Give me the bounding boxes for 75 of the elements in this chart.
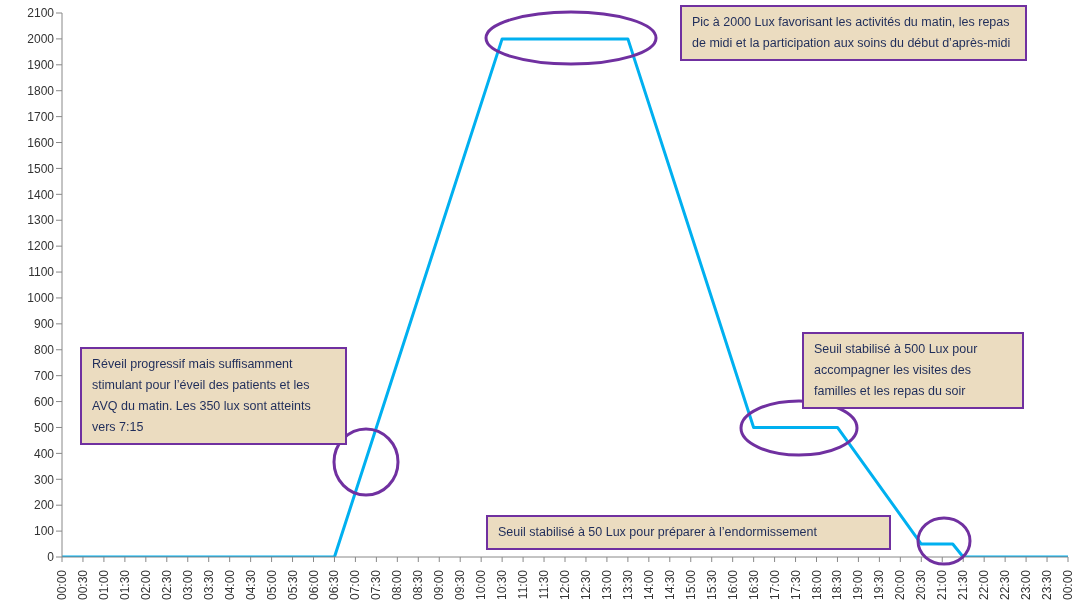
x-tick-label: 05:30 [285, 569, 300, 601]
x-tick-label: 12:30 [578, 569, 593, 601]
x-tick-label: 19:30 [872, 569, 887, 601]
y-tick-label: 100 [33, 524, 55, 539]
x-tick-label: 08:30 [411, 569, 426, 601]
y-tick-label: 1400 [27, 187, 55, 202]
note-box: Seuil stabilisé à 50 Lux pour préparer à l’endormissement [486, 515, 891, 550]
x-tick-label: 00:30 [75, 569, 90, 601]
x-tick-label: 02:30 [159, 569, 174, 601]
x-tick-label: 10:30 [495, 569, 510, 601]
x-tick-label: 18:30 [830, 569, 845, 601]
y-tick-label: 2000 [27, 32, 55, 47]
x-tick-label: 00:00 [55, 569, 69, 601]
x-tick-label: 22:30 [998, 569, 1013, 601]
x-tick-label: 21:00 [935, 569, 950, 601]
note-box: Réveil progressif mais suffisamment stimulant pour l’éveil des patients et les AVQ du matin. Les 350 lux sont atteints vers 7:15 [80, 347, 347, 445]
x-tick-label: 15:30 [704, 569, 719, 601]
x-tick-label: 23:00 [1019, 569, 1034, 601]
x-tick-label: 06:00 [306, 569, 321, 601]
y-tick-label: 500 [33, 420, 55, 435]
x-tick-label: 03:30 [201, 569, 216, 601]
x-tick-label: 08:00 [390, 569, 405, 601]
y-tick-label: 1000 [27, 291, 55, 306]
x-tick-label: 20:00 [893, 569, 908, 601]
x-tick-label: 13:30 [620, 569, 635, 601]
x-tick-label: 11:30 [537, 569, 552, 600]
y-tick-label: 900 [33, 317, 55, 332]
x-tick-label: 17:30 [788, 569, 803, 601]
y-tick-label: 1900 [27, 58, 55, 73]
x-tick-label: 07:30 [369, 569, 384, 601]
x-tick-label: 18:00 [809, 569, 824, 601]
note-box: Seuil stabilisé à 500 Lux pour accompagner les visites des familles et les repas du soir [802, 332, 1024, 409]
x-tick-label: 15:00 [683, 569, 698, 601]
x-tick-label: 19:00 [851, 569, 866, 601]
x-tick-label: 22:00 [977, 569, 992, 601]
x-tick-label: 14:00 [641, 569, 656, 601]
y-tick-label: 800 [33, 343, 55, 358]
y-tick-label: 700 [33, 368, 55, 383]
y-tick-label: 1700 [27, 109, 55, 124]
x-tick-label: 10:00 [474, 569, 489, 601]
x-tick-label: 20:30 [914, 569, 929, 601]
x-tick-label: 01:30 [117, 569, 132, 601]
x-tick-label: 14:30 [662, 569, 677, 601]
y-tick-label: 1200 [27, 239, 55, 254]
y-tick-label: 200 [33, 498, 55, 513]
y-tick-label: 1300 [27, 213, 55, 228]
y-tick-label: 1500 [27, 161, 55, 176]
x-tick-label: 04:00 [222, 569, 237, 601]
y-tick-label: 1800 [27, 83, 55, 98]
y-tick-label: 300 [33, 472, 55, 487]
x-tick-label: 17:00 [767, 569, 782, 601]
y-tick-label: 1600 [27, 135, 55, 150]
y-tick-label: 1100 [28, 265, 55, 280]
x-tick-label: 09:30 [453, 569, 468, 601]
y-tick-label: 600 [33, 394, 55, 409]
x-tick-label: 05:00 [264, 569, 279, 601]
y-tick-label: 0 [47, 550, 55, 565]
x-tick-label: 13:00 [599, 569, 614, 601]
x-tick-label: 16:00 [725, 569, 740, 601]
x-tick-label: 21:30 [956, 569, 971, 601]
x-tick-label: 03:00 [180, 569, 195, 601]
note-box: Pic à 2000 Lux favorisant les activités du matin, les repas de midi et la participation aux soins du début d’après-midi [680, 5, 1027, 61]
x-tick-label: 12:00 [558, 569, 572, 601]
x-tick-label: 07:00 [348, 569, 363, 601]
x-tick-label: 09:00 [432, 569, 447, 601]
x-tick-label: 16:30 [746, 569, 761, 601]
x-tick-label: 23:30 [1040, 569, 1055, 601]
y-tick-label: 2100 [27, 6, 55, 21]
x-tick-label: 11:00 [516, 569, 531, 600]
x-tick-label: 02:00 [138, 569, 153, 601]
x-tick-label: 04:30 [243, 569, 258, 601]
x-tick-label: 01:00 [96, 569, 111, 601]
x-tick-label: 06:30 [327, 569, 342, 601]
y-tick-label: 400 [33, 446, 55, 461]
x-tick-label: 00:00 [1061, 569, 1075, 601]
